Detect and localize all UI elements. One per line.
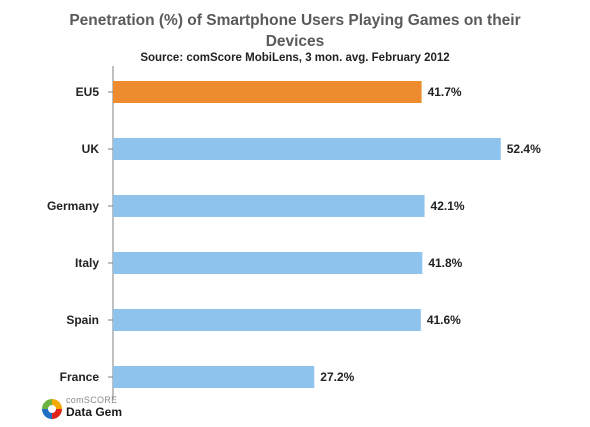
bar-france: [113, 366, 315, 388]
value-label: 27.2%: [320, 370, 354, 384]
bar-germany: [113, 195, 425, 217]
category-label: UK: [82, 142, 100, 156]
category-label: Italy: [75, 256, 99, 270]
value-label: 42.1%: [431, 199, 465, 213]
category-label: Germany: [47, 199, 99, 213]
category-label: EU5: [76, 85, 100, 99]
chart-subtitle: Source: comScore MobiLens, 3 mon. avg. F…: [140, 52, 450, 64]
bar-eu5: [113, 81, 422, 103]
bar-uk: [113, 138, 501, 160]
bar-spain: [113, 309, 421, 331]
comscore-logo-icon: [42, 399, 62, 419]
logo-company-name: comSCORE: [66, 395, 118, 405]
category-label: Spain: [66, 313, 99, 327]
bar-italy: [113, 252, 423, 274]
category-label: France: [60, 370, 100, 384]
logo: comSCORE Data Gem: [40, 393, 180, 425]
logo-product-name: Data Gem: [66, 405, 123, 419]
value-label: 41.8%: [428, 256, 462, 270]
value-label: 41.7%: [428, 85, 462, 99]
value-label: 41.6%: [427, 313, 461, 327]
value-label: 52.4%: [507, 142, 541, 156]
chart-title: Penetration (%) of Smartphone Users Play…: [69, 12, 521, 50]
